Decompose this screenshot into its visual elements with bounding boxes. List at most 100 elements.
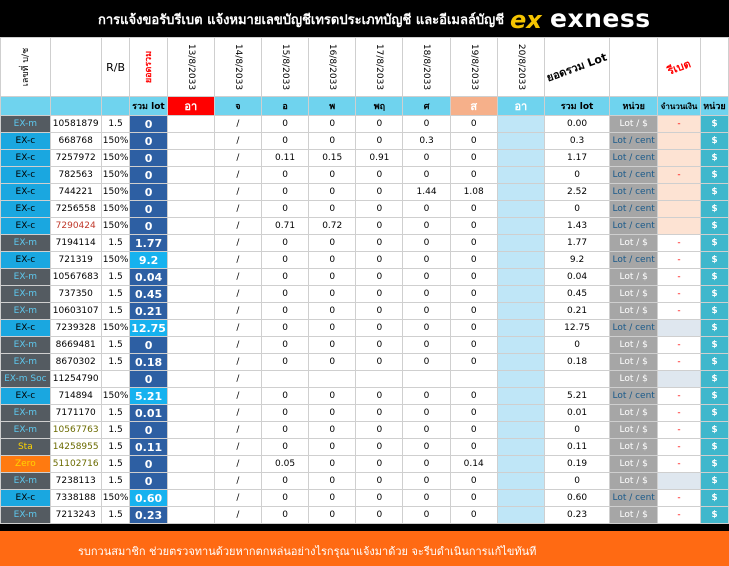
day-value-7 — [496, 319, 545, 337]
day-value-0 — [166, 421, 215, 439]
account-number: 721319 — [49, 251, 102, 269]
currency-unit: $ — [699, 404, 729, 422]
day-value-6: 0 — [449, 115, 498, 133]
total-lot: 0 — [129, 115, 168, 133]
day-value-1: / — [213, 115, 263, 133]
total-lot: 0 — [129, 421, 168, 439]
rebate-amount: - — [657, 336, 701, 354]
unit-label: Lot / cent — [609, 251, 659, 269]
account-type: EX-m — [0, 506, 51, 524]
table-row: EX-c 7256558 150% 0/0 0 0 0 0 0 Lot / cent $ — [0, 200, 729, 218]
rebate-amount — [657, 472, 701, 490]
day-value-6: 0 — [449, 268, 498, 286]
currency-unit: $ — [699, 166, 729, 184]
day-value-2: 0.71 — [260, 217, 310, 235]
day-value-6: 0 — [449, 336, 498, 354]
day-value-6: 0 — [449, 200, 498, 218]
day-value-5: 0 — [402, 404, 451, 422]
day-value-4: 0 — [355, 506, 404, 524]
currency-unit: $ — [699, 353, 729, 371]
rebate-amount: - — [657, 268, 701, 286]
day-value-1: / — [213, 217, 263, 235]
sum-lot: 1.77 — [543, 234, 611, 252]
account-type: Zero — [0, 455, 51, 473]
account-type: EX-m — [0, 268, 51, 286]
rebate-amount — [657, 319, 701, 337]
day-value-1: / — [213, 438, 263, 456]
rebate-amount: - — [657, 302, 701, 320]
table-row: Sta 14258955 1.5 0.11/0 0 0 0 0 0.11 Lot / $ - $ — [0, 438, 729, 456]
day-value-3: 0 — [308, 183, 357, 201]
day-value-3: 0 — [308, 319, 357, 337]
day-value-5: 0 — [402, 438, 451, 456]
day-value-4: 0 — [355, 132, 404, 150]
day-value-6: 0 — [449, 489, 498, 507]
total-lot: 0 — [129, 336, 168, 354]
day-value-3: 0 — [308, 166, 357, 184]
day-value-7 — [496, 132, 545, 150]
sum-lot: 0.60 — [543, 489, 611, 507]
rebate-amount: - — [657, 234, 701, 252]
day-value-3: 0 — [308, 200, 357, 218]
day-value-1: / — [213, 132, 263, 150]
day-value-1: / — [213, 506, 263, 524]
day-value-3: 0.15 — [308, 149, 357, 167]
unit-label: Lot / cent — [609, 489, 659, 507]
table-row: EX-m 7238113 1.5 0/0 0 0 0 0 0 Lot / $ $ — [0, 472, 729, 490]
day-value-0 — [166, 149, 215, 167]
currency-unit: $ — [699, 472, 729, 490]
unit-label: Lot / $ — [609, 455, 659, 473]
day-value-0 — [166, 489, 215, 507]
day-value-6: 0 — [449, 285, 498, 303]
sub-day-5: ศ — [402, 96, 451, 116]
day-value-2: 0 — [260, 421, 310, 439]
day-value-4: 0 — [355, 319, 404, 337]
day-value-5: 0 — [402, 472, 451, 490]
sum-lot: 0.19 — [543, 455, 611, 473]
day-value-0 — [166, 472, 215, 490]
total-lot: 0 — [129, 132, 168, 150]
day-value-4: 0 — [355, 183, 404, 201]
day-value-3: 0 — [308, 251, 357, 269]
rebate-rate: 1.5 — [100, 234, 131, 252]
header-row: เลขที่ บ/ช R/B ยอดรวม 13/8/2033 14/8/203… — [0, 37, 729, 97]
sum-lot: 1.43 — [543, 217, 611, 235]
day-value-0 — [166, 404, 215, 422]
day-value-6: 0 — [449, 251, 498, 269]
header-blank — [49, 37, 102, 97]
table-row: Zero 51102716 1.5 0/0.05 0 0 0 0.14 0.19 Lot / $ -… — [0, 455, 729, 473]
header-date-0: 13/8/2033 — [166, 37, 215, 97]
day-value-2: 0 — [260, 336, 310, 354]
table-row: EX-c 7257972 150% 0/0.11 0.15 0.91 0 0 1.17 Lot /… — [0, 149, 729, 167]
day-value-2: 0 — [260, 302, 310, 320]
currency-unit: $ — [699, 183, 729, 201]
table-row: EX-m 7194114 1.5 1.77/0 0 0 0 0 1.77 Lot / $ - $ — [0, 234, 729, 252]
day-value-5 — [402, 370, 451, 388]
day-value-0 — [166, 387, 215, 405]
day-value-2: 0 — [260, 115, 310, 133]
account-number: 782563 — [49, 166, 102, 184]
day-value-2: 0 — [260, 234, 310, 252]
currency-unit: $ — [699, 217, 729, 235]
sub-blank-1 — [0, 96, 51, 116]
currency-unit: $ — [699, 149, 729, 167]
sub-day-4: พฤ — [355, 96, 404, 116]
day-value-1: / — [213, 302, 263, 320]
day-value-5: 0 — [402, 353, 451, 371]
currency-unit: $ — [699, 489, 729, 507]
rebate-rate: 150% — [100, 132, 131, 150]
table-row: EX-m Soc 11254790 0 / Lot / $ $ — [0, 370, 729, 388]
day-value-3: 0 — [308, 404, 357, 422]
header-date-7: 20/8/2033 — [496, 37, 545, 97]
day-value-7 — [496, 336, 545, 354]
account-number: 7239328 — [49, 319, 102, 337]
rebate-amount — [657, 200, 701, 218]
header-account-no: เลขที่ บ/ช — [0, 37, 51, 97]
day-value-3: 0 — [308, 353, 357, 371]
day-value-7 — [496, 404, 545, 422]
sub-blank-2 — [49, 96, 102, 116]
day-value-7 — [496, 455, 545, 473]
day-value-5: 0 — [402, 506, 451, 524]
day-value-3: 0 — [308, 132, 357, 150]
sum-lot: 5.21 — [543, 387, 611, 405]
